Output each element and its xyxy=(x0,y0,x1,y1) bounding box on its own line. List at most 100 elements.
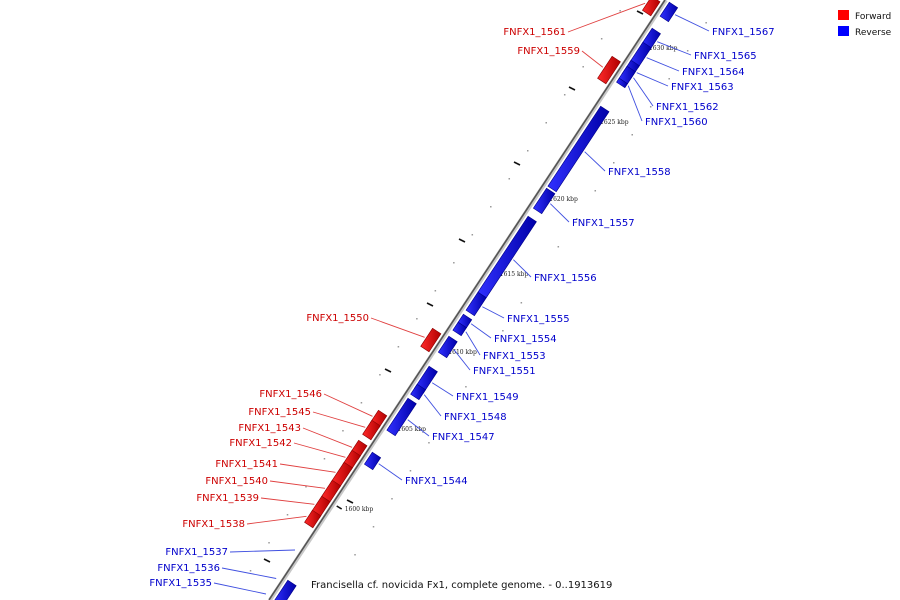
gene-fnfx1-1553[interactable] xyxy=(452,321,467,337)
guide-dot xyxy=(434,290,437,292)
guide-dot xyxy=(391,498,393,500)
guide-dot xyxy=(409,470,412,472)
gene-label[interactable]: FNFX1_1542 xyxy=(229,438,292,449)
guide-dot xyxy=(446,414,449,416)
leader-line xyxy=(674,14,710,32)
guide-dot xyxy=(508,178,511,180)
leader-line xyxy=(302,427,353,448)
guide-dot xyxy=(483,358,486,360)
gene-label[interactable]: FNFX1_1535 xyxy=(149,578,212,589)
axis-tick-label: 1610 kbp xyxy=(448,349,477,356)
gene-label[interactable]: FNFX1_1560 xyxy=(645,117,708,128)
axis-ticks: 1600 kbp 1605 kbp 1610 kbp 1615 kbp 1620 kbp… xyxy=(336,44,678,513)
gene-fnfx1-1559[interactable] xyxy=(597,55,621,85)
leader-line xyxy=(633,77,654,107)
track-dash xyxy=(458,238,466,243)
gene-fnfx1-1558[interactable] xyxy=(547,105,610,193)
gene-fnfx1-1544[interactable] xyxy=(364,451,382,471)
guide-dot xyxy=(360,402,363,404)
guide-dot xyxy=(686,50,689,52)
gene-label[interactable]: FNFX1_1537 xyxy=(165,547,228,558)
legend-reverse-label: Reverse xyxy=(855,28,892,38)
guide-dot xyxy=(323,458,326,460)
gene-fnfx1-1538[interactable] xyxy=(304,509,322,529)
guide-dot xyxy=(631,134,633,136)
gene-label[interactable]: FNFX1_1564 xyxy=(682,67,745,78)
gene-label[interactable]: FNFX1_1562 xyxy=(656,102,719,113)
gene-label[interactable]: FNFX1_1540 xyxy=(205,476,268,487)
legend: Forward Reverse xyxy=(838,10,892,38)
gene-label[interactable]: FNFX1_1557 xyxy=(572,218,635,229)
leader-line xyxy=(465,331,481,356)
gene-fnfx1-1556[interactable] xyxy=(477,215,537,299)
gene-fnfx1-1561[interactable] xyxy=(642,0,661,17)
axis-tick-label: 1605 kbp xyxy=(398,426,427,433)
gene-label[interactable]: FNFX1_1547 xyxy=(432,432,495,443)
gene-label[interactable]: FNFX1_1554 xyxy=(494,334,557,345)
guide-dot xyxy=(582,66,584,68)
gene-fnfx1-1547[interactable] xyxy=(386,397,417,437)
guide-dot xyxy=(465,386,467,388)
gene-label[interactable]: FNFX1_1563 xyxy=(671,82,734,93)
gene-glyph-partial[interactable] xyxy=(273,579,297,600)
gene-fnfx1-1555[interactable] xyxy=(465,291,487,317)
leader-line xyxy=(657,41,692,56)
gene-label[interactable]: FNFX1_1559 xyxy=(517,46,580,57)
gene-fnfx1-1550[interactable] xyxy=(420,327,442,353)
gene-label[interactable]: FNFX1_1545 xyxy=(248,407,311,418)
gene-label[interactable]: FNFX1_1549 xyxy=(456,392,519,403)
gene-label[interactable]: FNFX1_1555 xyxy=(507,314,570,325)
guide-dot xyxy=(613,162,615,164)
gene-labels: FNFX1_1567 FNFX1_1565 FNFX1_1564 FNFX1_1563… xyxy=(149,27,774,589)
axis-tick-label: 1615 kbp xyxy=(500,271,529,278)
track-dash xyxy=(636,10,644,15)
leader-line xyxy=(378,463,403,481)
guide-dot xyxy=(249,570,252,572)
axis-tick-label: 1600 kbp xyxy=(345,506,374,513)
leader-line xyxy=(279,463,336,473)
guide-dot xyxy=(453,262,455,264)
guide-dot xyxy=(305,486,307,488)
gene-label[interactable]: FNFX1_1544 xyxy=(405,476,468,487)
gene-label[interactable]: FNFX1_1553 xyxy=(483,351,546,362)
guide-dot xyxy=(379,374,381,376)
gene-fnfx1-1557[interactable] xyxy=(532,187,556,215)
leader-line xyxy=(312,411,366,428)
leader-line xyxy=(269,480,326,489)
legend-forward-label: Forward xyxy=(855,12,891,22)
gene-label[interactable]: FNFX1_1565 xyxy=(694,51,757,62)
gene-label[interactable]: FNFX1_1543 xyxy=(238,423,301,434)
guide-dot xyxy=(268,542,270,544)
gene-fnfx1-1548[interactable] xyxy=(410,383,426,401)
guide-dot xyxy=(539,274,541,276)
leader-line xyxy=(221,567,277,579)
leader-line xyxy=(453,349,471,371)
guide-dot xyxy=(471,234,474,236)
gene-label[interactable]: FNFX1_1536 xyxy=(157,563,220,574)
gene-label[interactable]: FNFX1_1541 xyxy=(215,459,278,470)
leader-line xyxy=(627,85,643,122)
gene-label[interactable]: FNFX1_1551 xyxy=(473,366,536,377)
guide-dot xyxy=(557,246,560,248)
gene-label[interactable]: FNFX1_1548 xyxy=(444,412,507,423)
track-dash xyxy=(568,86,576,91)
gene-label[interactable]: FNFX1_1558 xyxy=(608,167,671,178)
gene-label[interactable]: FNFX1_1567 xyxy=(712,27,775,38)
leader-line xyxy=(260,497,315,505)
gene-fnfx1-1560[interactable] xyxy=(616,77,628,89)
gene-fnfx1-1567[interactable] xyxy=(659,1,679,23)
guide-dot xyxy=(619,10,621,12)
guide-dot xyxy=(502,330,504,332)
gene-label[interactable]: FNFX1_1561 xyxy=(503,27,566,38)
gene-label[interactable]: FNFX1_1556 xyxy=(534,273,597,284)
guide-dot xyxy=(545,122,547,124)
axis-tick-label: 1625 kbp xyxy=(600,119,629,126)
gene-fnfx1-1545[interactable] xyxy=(362,419,381,441)
gene-label[interactable]: FNFX1_1546 xyxy=(259,389,322,400)
gene-label[interactable]: FNFX1_1538 xyxy=(182,519,245,530)
gene-fnfx1-1551[interactable] xyxy=(437,335,458,359)
gene-label[interactable]: FNFX1_1550 xyxy=(306,313,369,324)
guide-dot xyxy=(594,190,597,192)
gene-label[interactable]: FNFX1_1539 xyxy=(196,493,259,504)
